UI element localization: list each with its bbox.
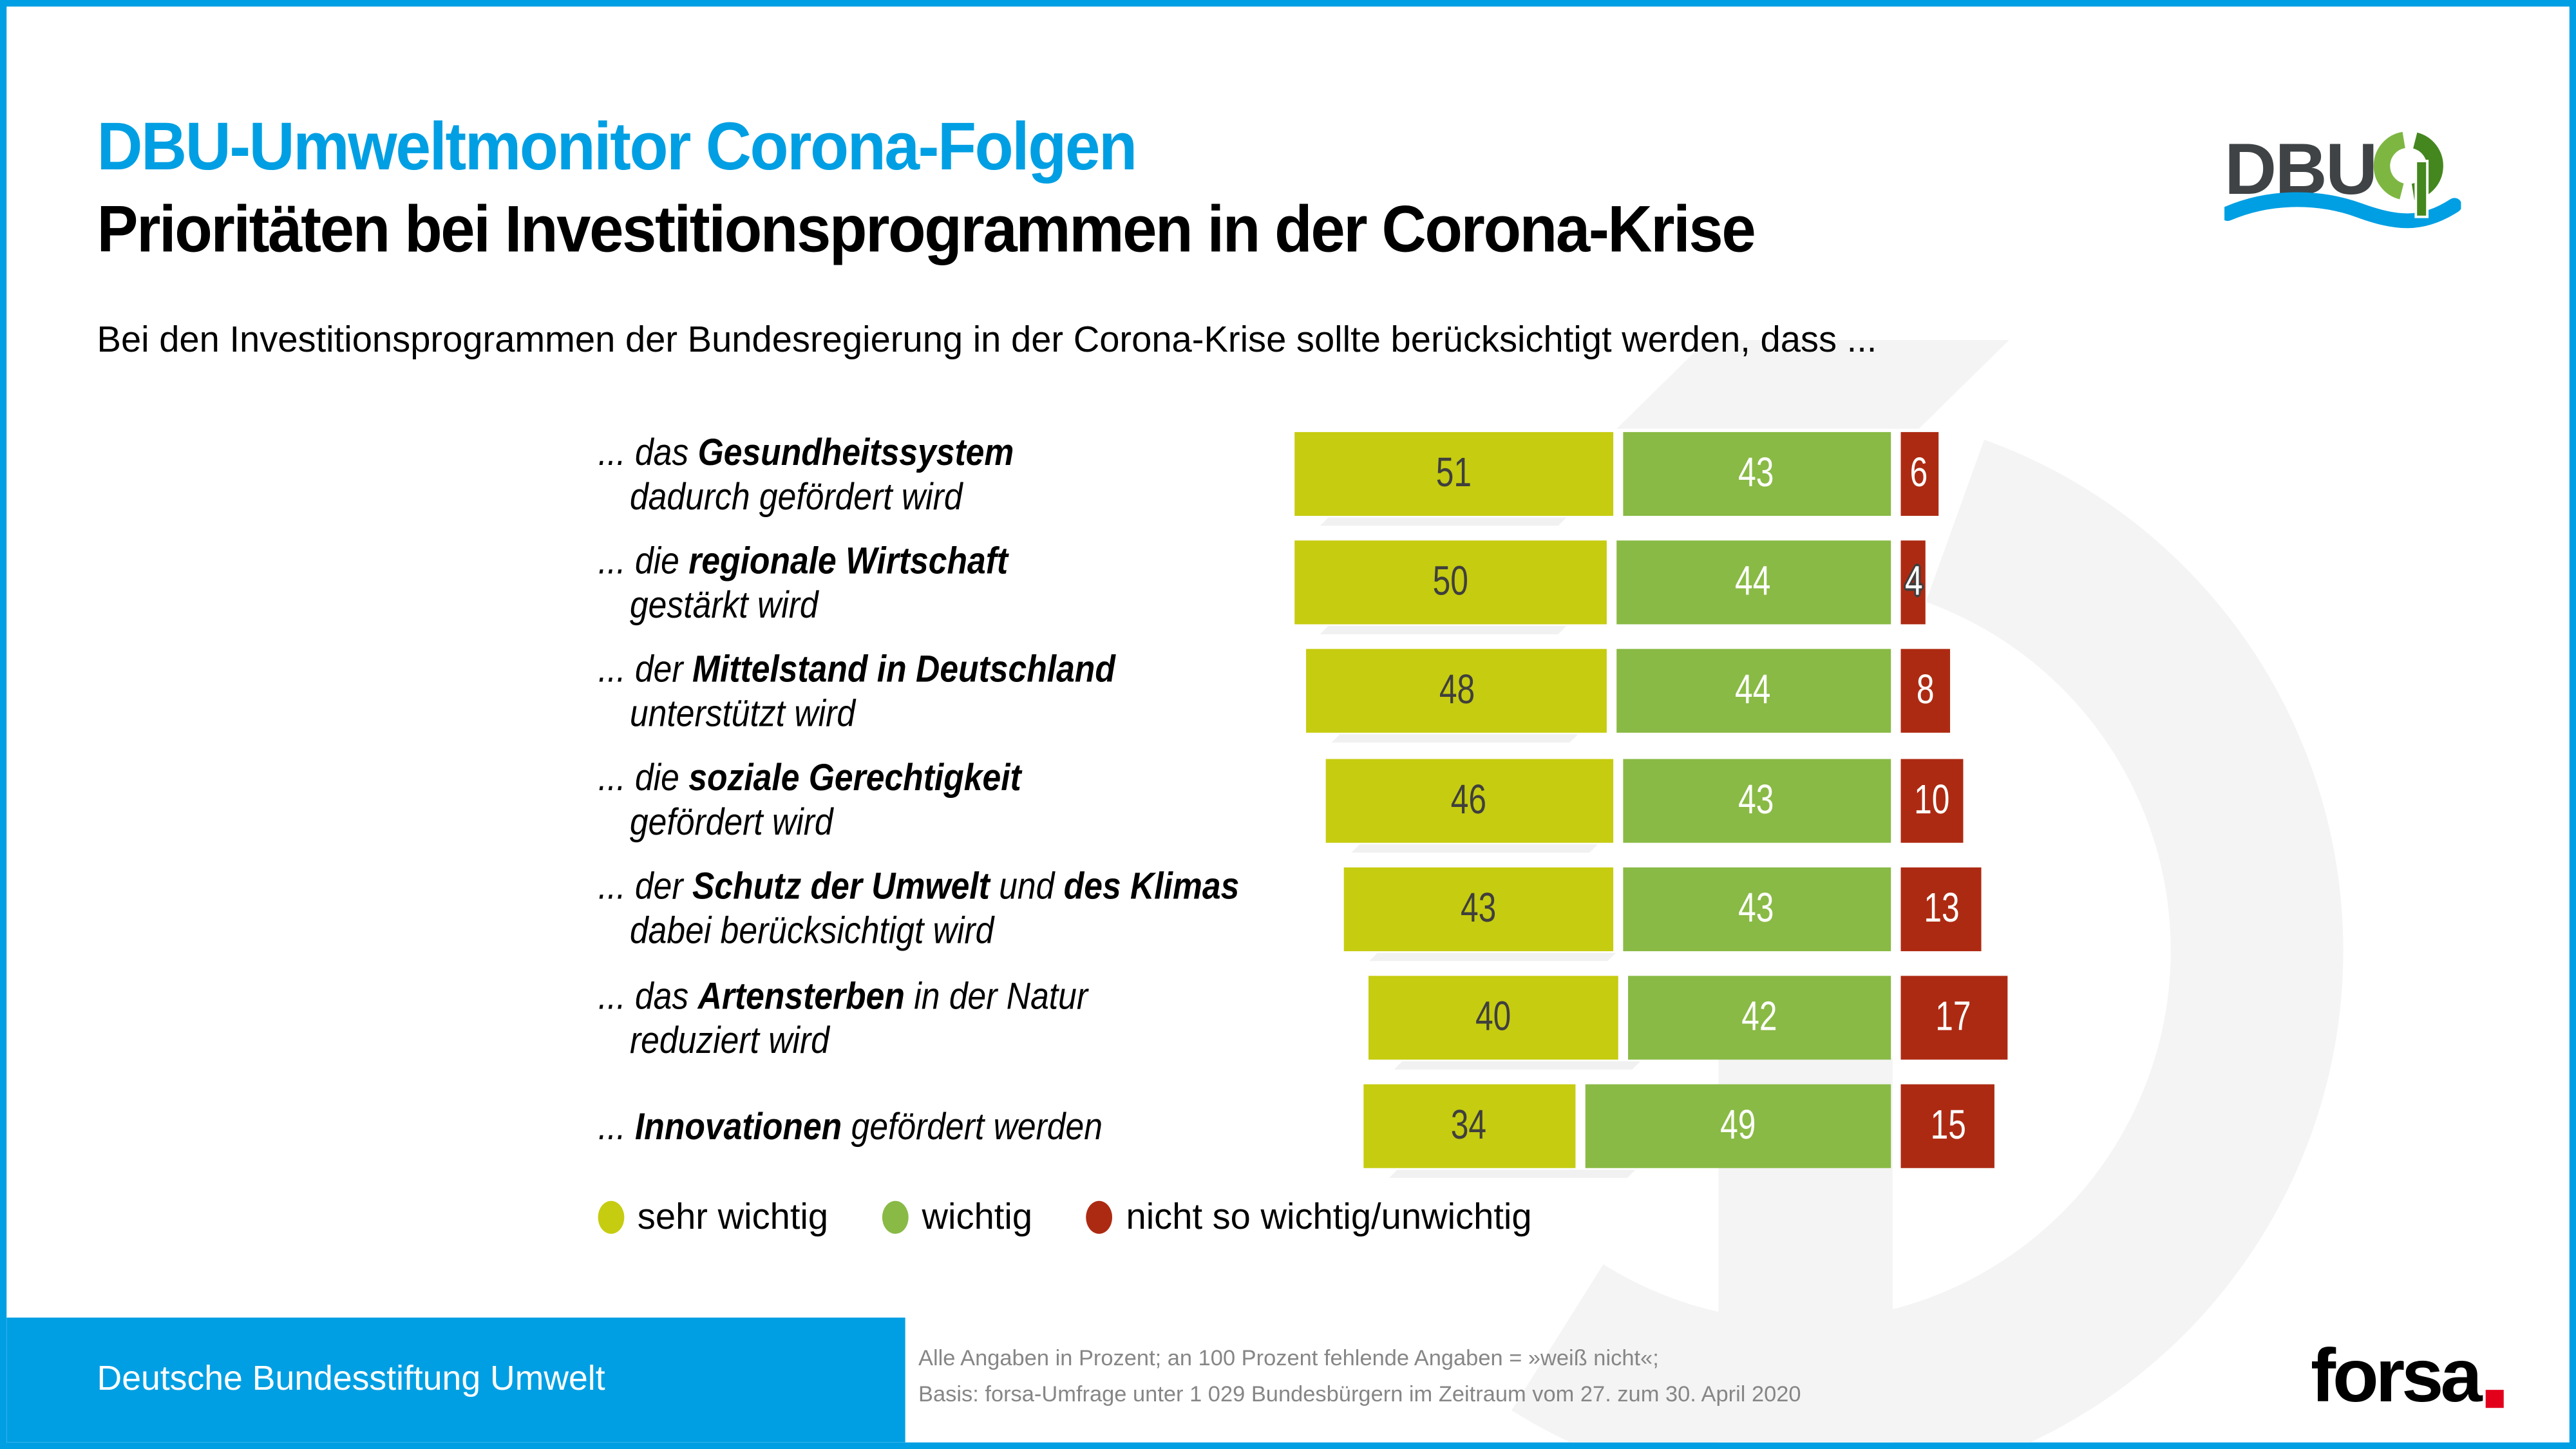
bar-value: 46 xyxy=(1451,776,1487,823)
bar-segment-wichtig: 44 xyxy=(1616,540,1891,625)
legend-label: nicht so wichtig/unwichtig xyxy=(1126,1196,1532,1237)
bar-value: 48 xyxy=(1439,667,1475,714)
bar-shadow xyxy=(1388,1170,1635,1179)
bar-value: 13 xyxy=(1923,885,1960,931)
bar-segment-wichtig: 43 xyxy=(1622,867,1891,951)
forsa-logo-dot-icon xyxy=(2485,1390,2504,1408)
bar-value: 17 xyxy=(1936,994,1972,1040)
legend-dot-icon xyxy=(882,1200,909,1234)
bar-shadow xyxy=(1332,735,1579,744)
bar-value: 51 xyxy=(1435,450,1472,497)
bar-shadow xyxy=(1394,1061,1642,1070)
chart-row: ... die soziale Gerechtigkeit gefördert w… xyxy=(6,755,2570,852)
chart-row: ... das Gesundheitssystem dadurch geförde… xyxy=(6,430,2570,526)
bar-shadow xyxy=(1320,626,1566,635)
watermark-slash-shape xyxy=(1616,340,2009,429)
row-label: ... der Mittelstand in Deutschland unters… xyxy=(598,647,1115,735)
bar-segment-sehr-wichtig: 43 xyxy=(1344,867,1613,951)
bar-segment-wichtig: 43 xyxy=(1622,431,1891,516)
chart-question: Bei den Investitionsprogrammen der Bunde… xyxy=(97,318,1877,360)
dbu-logo: DBU xyxy=(2224,128,2461,229)
source-note-line2: Basis: forsa-Umfrage unter 1 029 Bundesb… xyxy=(918,1381,1801,1406)
forsa-logo: forsa xyxy=(2311,1331,2504,1419)
dbu-logo-wave-icon xyxy=(2224,192,2461,229)
bar-value: 34 xyxy=(1451,1103,1487,1149)
bar-shadow xyxy=(1320,517,1566,526)
bar-value: 50 xyxy=(1432,558,1468,605)
legend-item: nicht so wichtig/unwichtig xyxy=(1086,1196,1532,1238)
bar-segment-sehr-wichtig: 50 xyxy=(1294,540,1607,625)
chart-row: ... der Mittelstand in Deutschland unters… xyxy=(6,647,2570,744)
bar-segment-nicht-so-wichtig-unwichtig: 6 xyxy=(1900,431,1938,516)
bar-value: 49 xyxy=(1720,1103,1756,1149)
stacked-bar-chart: ... das Gesundheitssystem dadurch geförde… xyxy=(6,6,2570,1443)
chart-row: ... Innovationen gefördert werden 34 49 15 xyxy=(6,1084,2570,1179)
row-label: ... Innovationen gefördert werden xyxy=(598,1104,1103,1148)
footer-band: Deutsche Bundesstiftung Umwelt xyxy=(6,1317,905,1443)
footer-band-label: Deutsche Bundesstiftung Umwelt xyxy=(97,1360,605,1398)
bar-value: 40 xyxy=(1476,994,1512,1040)
bar-value: 6 xyxy=(1910,450,1929,497)
bar-value: 43 xyxy=(1739,885,1775,931)
row-label: ... das Artensterben in der Natur reduzie… xyxy=(598,973,1088,1061)
bar-value: 4 xyxy=(1904,558,1922,605)
bar-value: 44 xyxy=(1736,667,1772,714)
bar-segment-nicht-so-wichtig-unwichtig: 17 xyxy=(1900,976,2007,1060)
legend-dot-icon xyxy=(1086,1200,1113,1234)
bar-value: 43 xyxy=(1739,450,1775,497)
source-note-line1: Alle Angaben in Prozent; an 100 Prozent … xyxy=(918,1345,1659,1370)
legend-label: sehr wichtig xyxy=(637,1196,829,1237)
bar-segment-sehr-wichtig: 46 xyxy=(1325,758,1613,842)
bar-value: 8 xyxy=(1917,667,1935,714)
row-label: ... der Schutz der Umwelt und des Klimas… xyxy=(598,864,1240,952)
bar-value: 43 xyxy=(1460,885,1497,931)
legend-item: sehr wichtig xyxy=(598,1196,829,1238)
bar-segment-sehr-wichtig: 48 xyxy=(1307,649,1607,734)
bar-segment-wichtig: 44 xyxy=(1616,649,1891,734)
bar-value: 15 xyxy=(1929,1103,1965,1149)
bar-value: 10 xyxy=(1914,776,1950,823)
bar-segment-wichtig: 43 xyxy=(1622,758,1891,842)
bar-segment-nicht-so-wichtig-unwichtig: 13 xyxy=(1900,867,1982,951)
legend-item: wichtig xyxy=(882,1196,1032,1238)
row-label: ... das Gesundheitssystem dadurch geförde… xyxy=(598,430,1014,517)
legend-dot-icon xyxy=(598,1200,625,1234)
page-title: Prioritäten bei Investitionsprogrammen i… xyxy=(97,194,1756,267)
bar-segment-nicht-so-wichtig-unwichtig: 15 xyxy=(1900,1084,1994,1169)
row-label: ... die regionale Wirtschaft gestärkt wir… xyxy=(598,538,1009,626)
legend-label: wichtig xyxy=(922,1196,1033,1237)
forsa-logo-text: forsa xyxy=(2311,1332,2483,1418)
bar-shadow xyxy=(1369,952,1616,961)
bar-value: 44 xyxy=(1736,558,1772,605)
chart-row: ... das Artensterben in der Natur reduzie… xyxy=(6,973,2570,1070)
bar-value: 43 xyxy=(1739,776,1775,823)
bar-segment-sehr-wichtig: 51 xyxy=(1294,431,1613,516)
bar-segment-wichtig: 49 xyxy=(1585,1084,1891,1169)
bar-segment-nicht-so-wichtig-unwichtig: 8 xyxy=(1900,649,1951,734)
chart-row: ... der Schutz der Umwelt und des Klimas… xyxy=(6,864,2570,961)
bar-segment-nicht-so-wichtig-unwichtig: 10 xyxy=(1900,758,1964,842)
dbu-logo-crown-left-icon xyxy=(2373,131,2406,200)
bar-segment-nicht-so-wichtig-unwichtig: 4 xyxy=(1900,540,1926,625)
row-label: ... die soziale Gerechtigkeit gefördert w… xyxy=(598,755,1021,843)
bar-shadow xyxy=(1350,844,1598,852)
dbu-logo-trunk-icon xyxy=(2414,160,2429,218)
legend: sehr wichtig wichtig nicht so wichtig/unwi… xyxy=(598,1196,1532,1238)
chart-row: ... die regionale Wirtschaft gestärkt wir… xyxy=(6,538,2570,635)
page-kicker: DBU-Umweltmonitor Corona-Folgen xyxy=(97,108,1138,184)
bar-segment-sehr-wichtig: 40 xyxy=(1368,976,1619,1060)
bar-segment-wichtig: 42 xyxy=(1629,976,1891,1060)
source-note: Alle Angaben in Prozent; an 100 Prozent … xyxy=(918,1341,1801,1413)
dbu-tree-watermark xyxy=(1511,340,2344,1443)
bar-value: 42 xyxy=(1741,994,1778,1040)
bar-segment-sehr-wichtig: 34 xyxy=(1363,1084,1575,1169)
